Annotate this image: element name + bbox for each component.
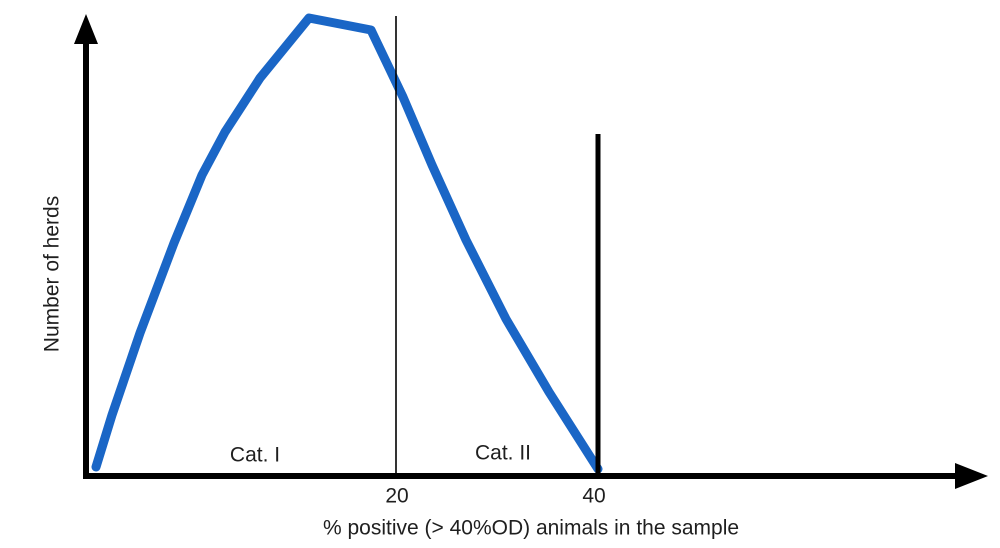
y-axis-arrow-icon — [74, 14, 98, 44]
tick-label-40: 40 — [582, 484, 606, 508]
tick-label-20: 20 — [385, 484, 409, 508]
region-label-cat1: Cat. I — [229, 443, 281, 467]
x-axis-label: % positive (> 40%OD) animals in the samp… — [322, 516, 740, 540]
x-axis-arrow-icon — [955, 463, 988, 489]
y-axis-label: Number of herds — [40, 195, 64, 353]
region-label-cat2: Cat. II — [474, 441, 532, 465]
herd-distribution-curve — [91, 13, 603, 474]
